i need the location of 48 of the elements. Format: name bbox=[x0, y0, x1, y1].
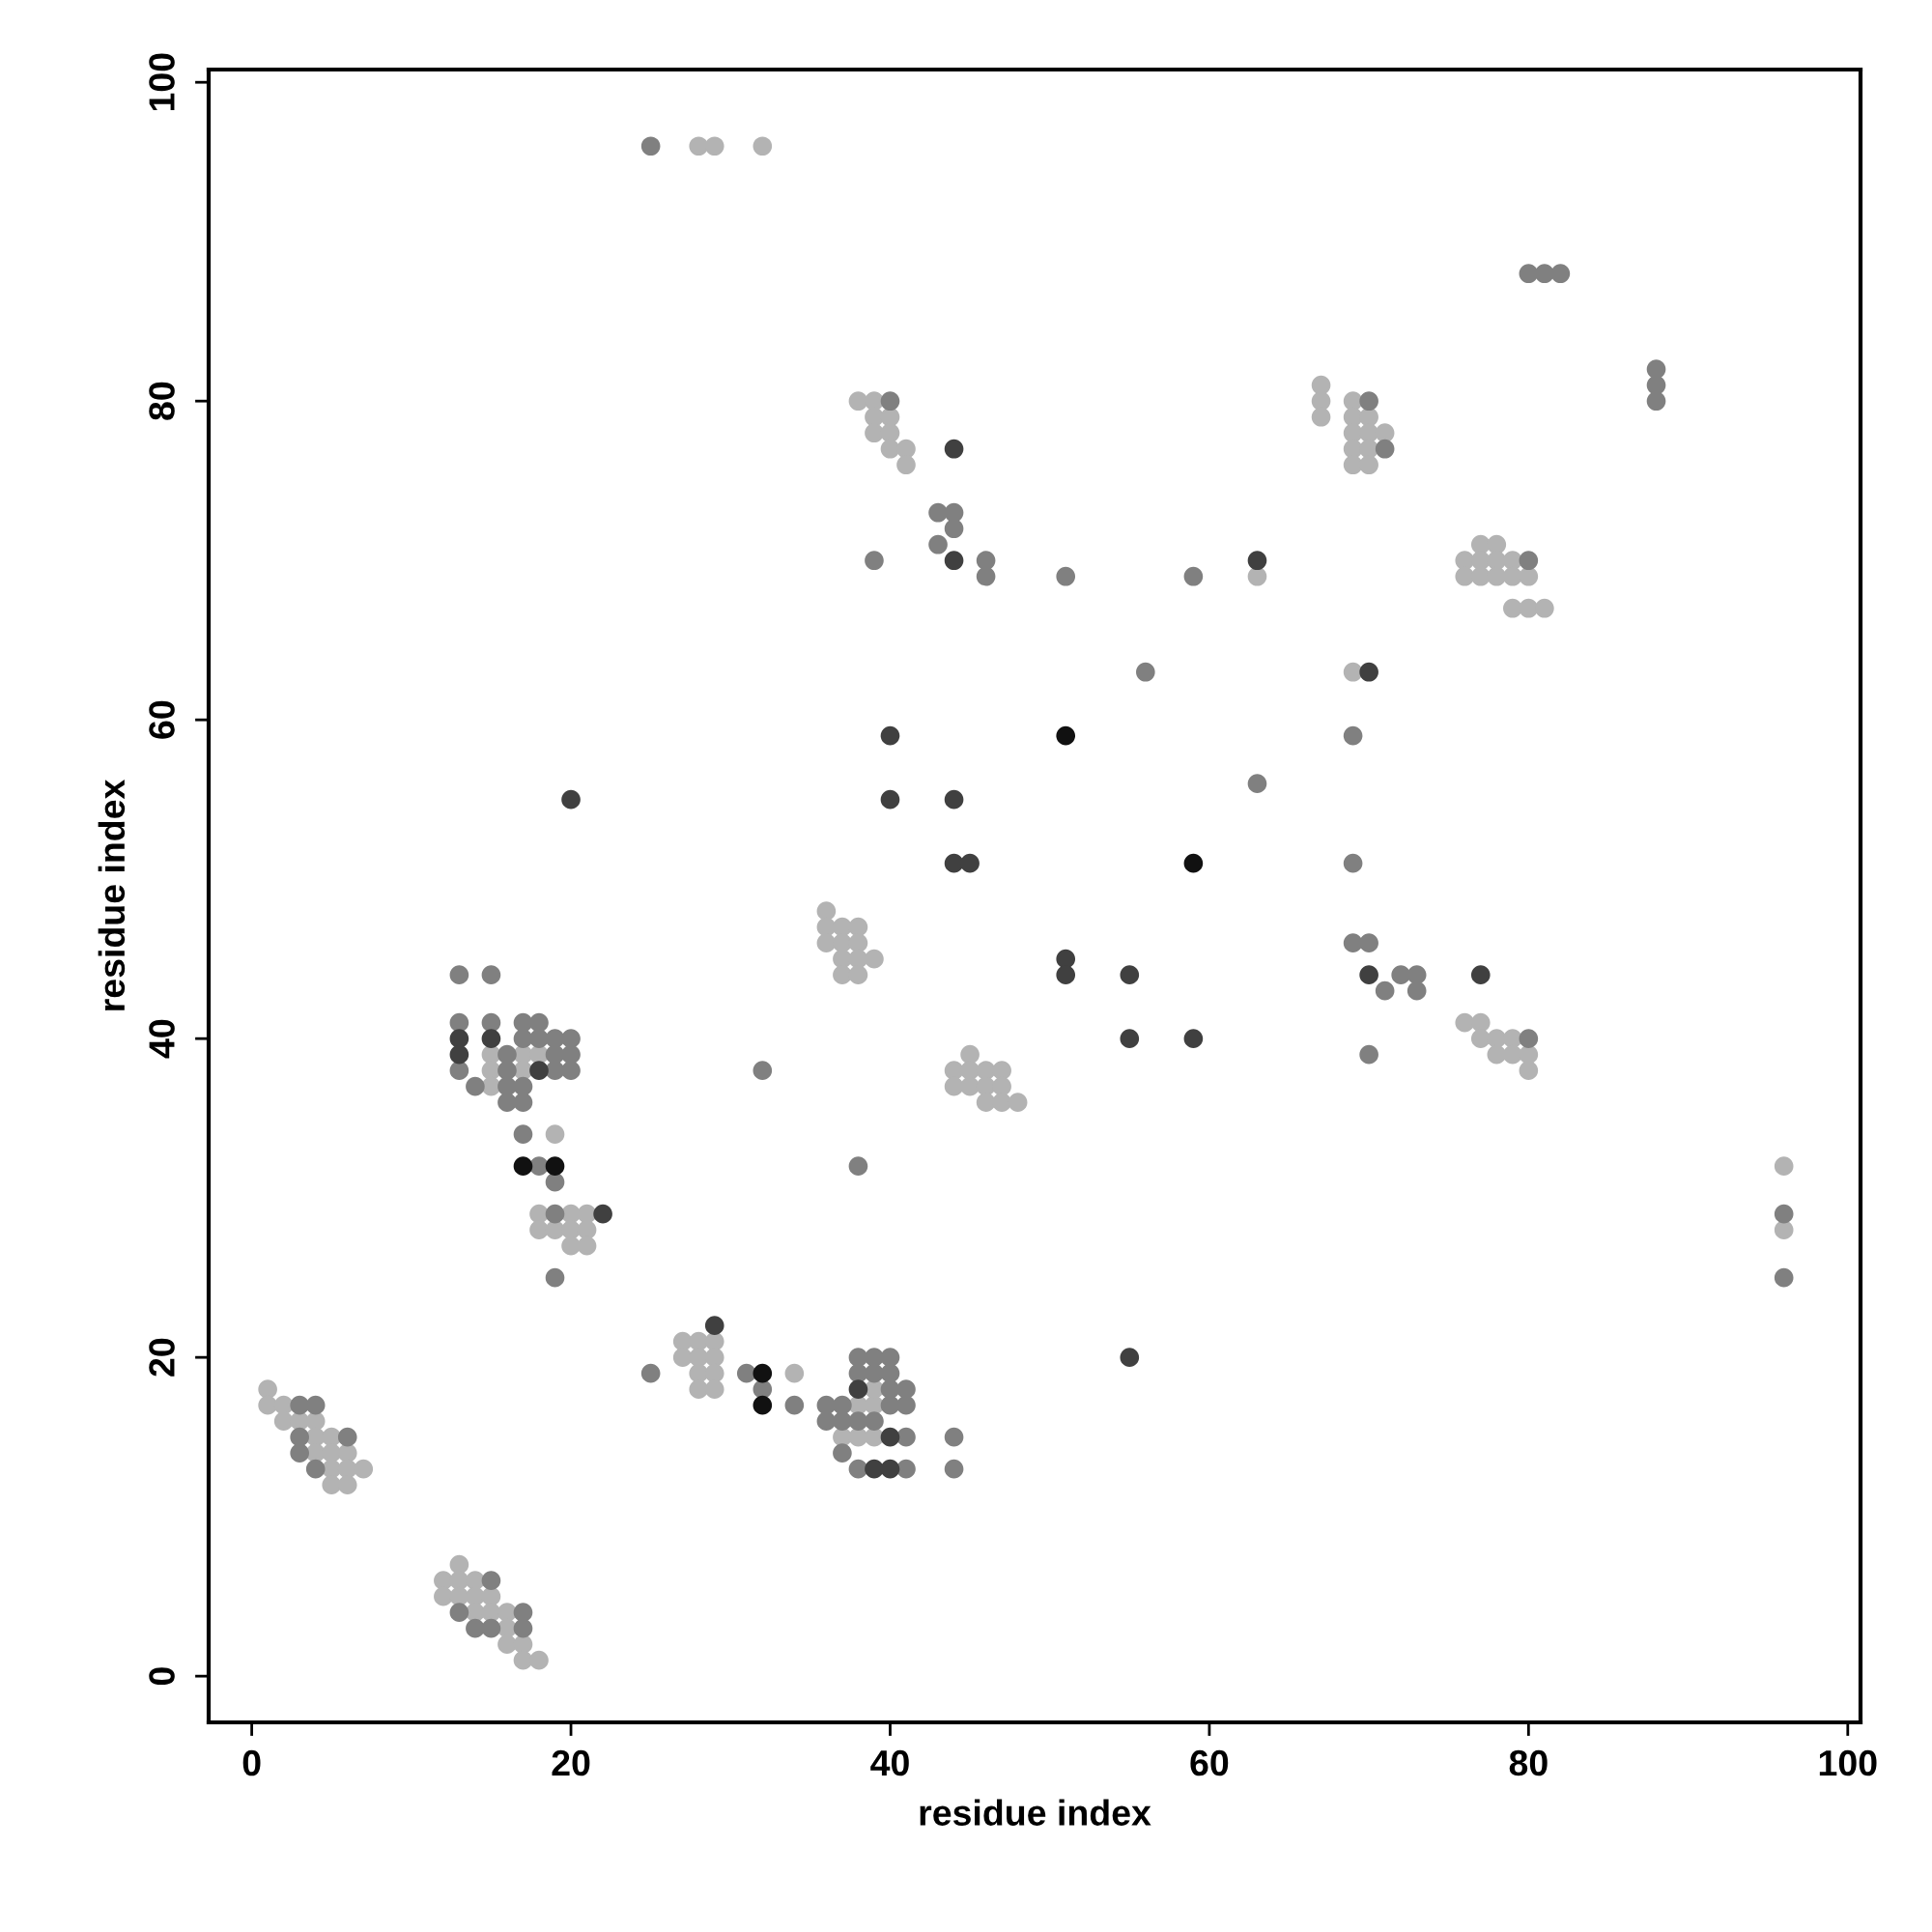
point bbox=[545, 1156, 565, 1176]
point bbox=[848, 1379, 868, 1399]
point bbox=[880, 1427, 900, 1447]
point bbox=[944, 853, 964, 873]
point bbox=[753, 1363, 773, 1383]
point bbox=[481, 1029, 501, 1048]
point bbox=[944, 439, 964, 459]
y-tick-label: 0 bbox=[149, 1667, 175, 1686]
point bbox=[960, 853, 980, 873]
x-tick-label: 80 bbox=[1509, 1749, 1548, 1776]
y-tick-label: 60 bbox=[149, 700, 175, 739]
point bbox=[1183, 853, 1204, 873]
x-axis-title: residue index bbox=[920, 1799, 1151, 1826]
x-tick-label: 60 bbox=[1190, 1749, 1229, 1776]
point bbox=[704, 1316, 724, 1335]
point bbox=[561, 789, 581, 810]
x-tick-label: 20 bbox=[552, 1749, 590, 1776]
x-tick-label: 40 bbox=[870, 1749, 909, 1776]
point bbox=[1359, 662, 1378, 682]
point bbox=[513, 1156, 533, 1176]
x-tick-label: 0 bbox=[242, 1749, 261, 1776]
point bbox=[1359, 965, 1378, 984]
point bbox=[753, 1395, 773, 1415]
y-axis-title: residue index bbox=[98, 779, 126, 1010]
point bbox=[880, 789, 900, 810]
point bbox=[1056, 725, 1076, 746]
point bbox=[449, 1044, 469, 1065]
point bbox=[1247, 551, 1267, 571]
point bbox=[1120, 1348, 1140, 1367]
y-tick-label: 40 bbox=[149, 1019, 175, 1059]
point bbox=[449, 1029, 469, 1048]
x-tick-label: 100 bbox=[1819, 1749, 1877, 1776]
point bbox=[865, 1459, 884, 1479]
point bbox=[880, 1459, 900, 1479]
point bbox=[944, 789, 964, 810]
y-tick-label: 100 bbox=[149, 53, 175, 111]
point bbox=[593, 1204, 612, 1224]
point bbox=[944, 551, 964, 571]
point bbox=[1056, 949, 1076, 969]
point bbox=[1120, 1029, 1140, 1048]
y-tick-label: 20 bbox=[149, 1338, 175, 1377]
point bbox=[1470, 965, 1491, 984]
point bbox=[1056, 965, 1076, 984]
point bbox=[880, 725, 900, 746]
point bbox=[1183, 1029, 1204, 1048]
point bbox=[1120, 965, 1140, 984]
point bbox=[529, 1061, 549, 1080]
y-tick-label: 80 bbox=[149, 382, 175, 420]
